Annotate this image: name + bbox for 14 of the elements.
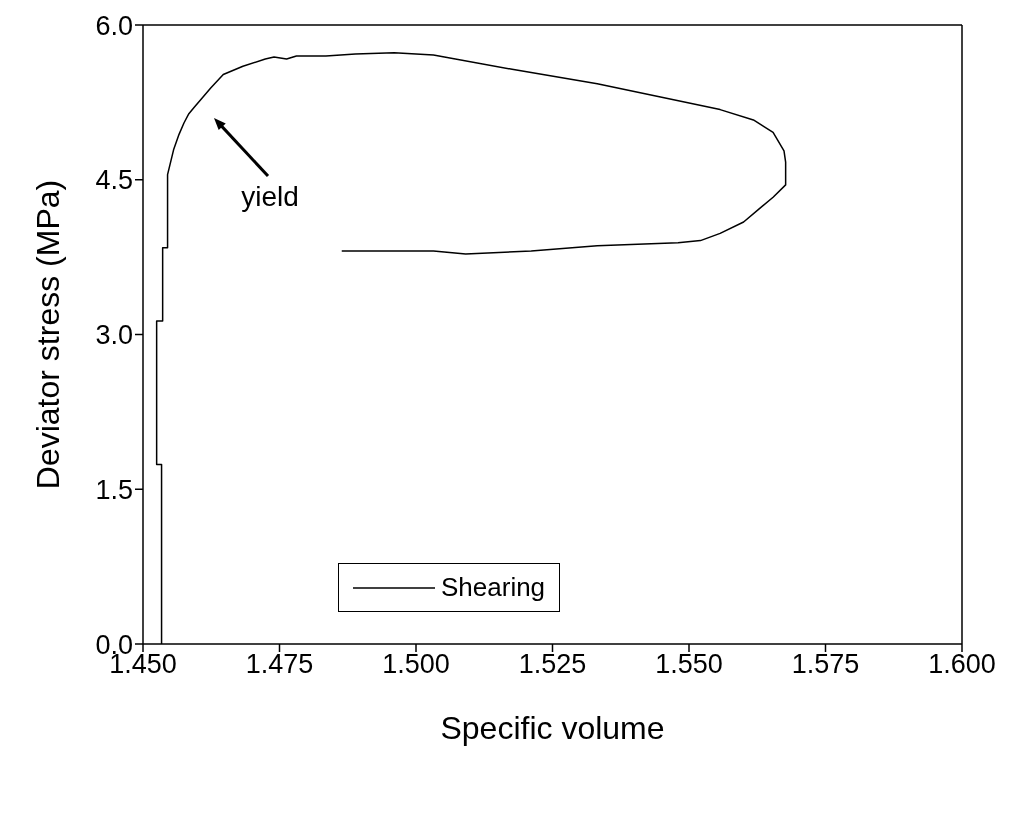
x-tick-label: 1.525 [518, 649, 587, 680]
y-tick-label: 1.5 [95, 474, 133, 505]
y-tick-label: 6.0 [95, 10, 133, 41]
x-tick-label: 1.550 [655, 649, 723, 680]
y-tick-label: 3.0 [95, 320, 133, 351]
x-tick-label: 1.575 [791, 649, 860, 680]
x-tick-label: 1.475 [245, 649, 314, 680]
x-tick-label: 1.500 [382, 649, 450, 680]
x-axis-title: Specific volume [440, 710, 665, 746]
y-axis-title: Deviator stress (MPa) [30, 179, 67, 490]
legend-label: Shearing [441, 572, 546, 603]
x-tick-label: 1.600 [928, 649, 996, 680]
annotation: yield [241, 181, 299, 212]
y-tick-label: 4.5 [95, 165, 133, 196]
